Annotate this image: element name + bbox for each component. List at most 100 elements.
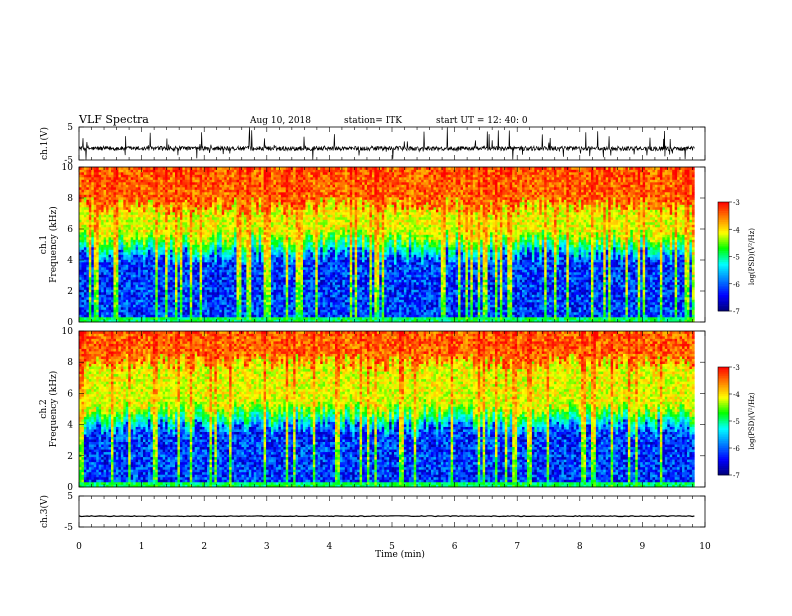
spectrogram-cell [165,282,168,285]
spectrogram-cell [227,310,230,313]
spectrogram-cell [89,270,92,273]
spectrogram-cell [145,210,148,213]
spectrogram-cell [150,270,153,273]
spectrogram-cell [165,215,168,218]
spectrogram-cell [182,212,185,215]
spectrogram-cell [185,202,188,205]
spectrogram-cell [141,200,144,203]
spectrogram-cell [190,270,193,273]
spectrogram-cell [241,257,244,260]
spectrogram-cell [256,267,259,270]
spectrogram-cell [222,185,225,188]
spectrogram-cell [261,225,264,228]
spectrogram-cell [94,275,97,278]
spectrogram-cell [246,270,249,273]
spectrogram-cell [116,190,119,193]
spectrogram-cell [261,290,264,293]
spectrogram-cell [254,267,257,270]
spectrogram-cell [212,310,215,313]
spectrogram-cell [195,312,198,315]
spectrogram-cell [143,210,146,213]
spectrogram-cell [180,260,183,263]
spectrogram-cell [214,182,217,185]
spectrogram-cell [212,295,215,298]
spectrogram-cell [163,217,166,220]
spectrogram-cell [244,240,247,243]
spectrogram-cell [145,187,148,190]
spectrogram-cell [173,210,176,213]
spectrogram-cell [79,315,82,318]
spectrogram-cell [123,220,126,223]
spectrogram-cell [163,315,166,318]
spectrogram-cell [251,287,254,290]
spectrogram-cell [141,235,144,238]
spectrogram-cell [259,175,262,178]
spectrogram-cell [254,307,257,310]
spectrogram-cell [145,192,148,195]
spectrogram-cell [192,265,195,268]
spectrogram-cell [148,202,151,205]
spectrogram-cell [160,285,163,288]
spectrogram-cell [143,230,146,233]
spectrogram-cell [222,182,225,185]
spectrogram-cell [190,180,193,183]
spectrogram-cell [266,182,269,185]
spectrogram-cell [212,220,215,223]
spectrogram-cell [237,290,240,293]
spectrogram-cell [271,222,274,225]
spectrogram-cell [266,235,269,238]
spectrogram-cell [202,230,205,233]
spectrogram-cell [197,195,200,198]
spectrogram-cell [180,215,183,218]
spectrogram-cell [121,312,124,315]
spectrogram-cell [244,287,247,290]
spectrogram-cell [232,192,235,195]
spectrogram-cell [131,267,134,270]
spectrogram-cell [173,240,176,243]
spectrogram-cell [177,187,180,190]
spectrogram-cell [205,250,208,253]
spectrogram-cell [195,252,198,255]
spectrogram-cell [150,292,153,295]
spectrogram-cell [175,260,178,263]
spectrogram-cell [150,195,153,198]
spectrogram-cell [219,277,222,280]
spectrogram-cell [190,197,193,200]
spectrogram-cell [148,270,151,273]
spectrogram-cell [158,227,161,230]
spectrogram-cell [222,305,225,308]
spectrogram-cell [237,285,240,288]
spectrogram-cell [212,182,215,185]
spectrogram-cell [269,262,272,265]
spectrogram-cell [180,175,183,178]
spectrogram-cell [195,195,198,198]
spectrogram-cell [126,270,129,273]
spectrogram-cell [234,285,237,288]
spectrogram-cell [259,195,262,198]
spectrogram-cell [177,205,180,208]
spectrogram-cell [141,307,144,310]
spectrogram-cell [123,170,126,173]
spectrogram-cell [212,270,215,273]
spectrogram-cell [266,197,269,200]
spectrogram-cell [150,305,153,308]
spectrogram-cell [168,312,171,315]
spectrogram-cell [239,295,242,298]
spectrogram-cell [145,205,148,208]
spectrogram-cell [222,275,225,278]
spectrogram-cell [182,170,185,173]
spectrogram-cell [192,197,195,200]
spectrogram-cell [136,302,139,305]
spectrogram-cell [150,177,153,180]
spectrogram-cell [241,217,244,220]
spectrogram-cell [254,200,257,203]
spectrogram-cell [217,265,220,268]
spectrogram-cell [131,177,134,180]
spectrogram-cell [165,260,168,263]
spectrogram-cell [106,172,109,175]
spectrogram-cell [118,305,121,308]
date-label: Aug 10, 2018 [249,116,311,126]
spectrogram-cell [141,237,144,240]
spectrogram-cell [173,195,176,198]
spectrogram-cell [266,282,269,285]
